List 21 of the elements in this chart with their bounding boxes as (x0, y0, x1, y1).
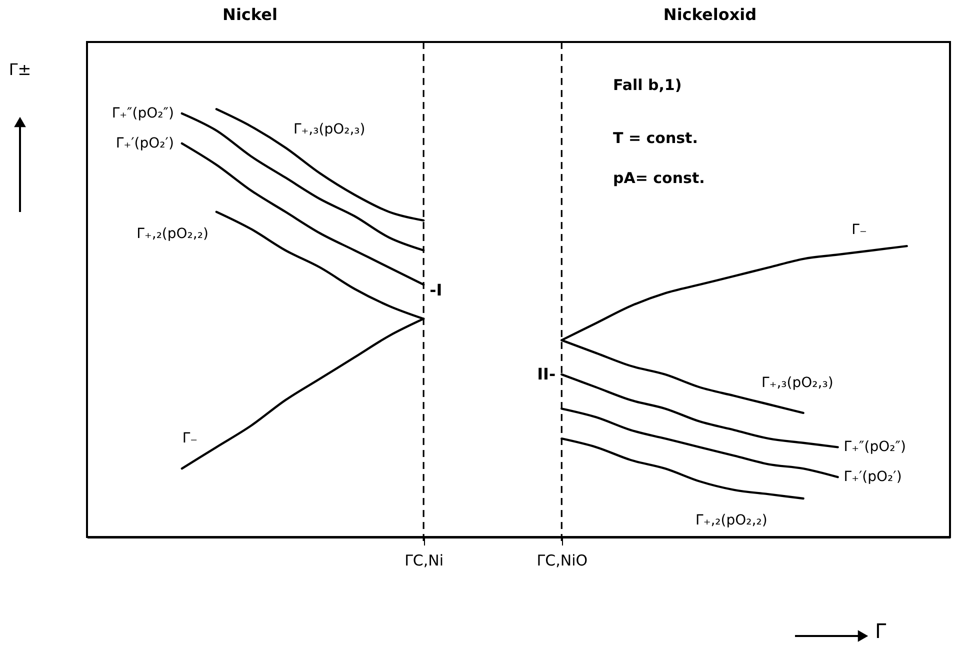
series-label: Γ₊,₃(pO₂,₃) (293, 122, 366, 138)
series-label: Γ₊,₂(pO₂,₂) (136, 226, 208, 242)
x-tick-label: ΓC,Ni (404, 552, 444, 570)
series-label: Γ₊′(pO₂′) (844, 469, 902, 486)
x-tick-label: ΓC,NiO (536, 552, 588, 570)
series-label: Γ₊″(pO₂″) (112, 105, 174, 122)
annotation: -I (430, 280, 442, 300)
series-label: Γ₊′(pO₂′) (116, 135, 174, 152)
annotation: pA= const. (613, 169, 705, 187)
text: Nickeloxid (663, 5, 757, 24)
y-axis-title: Γ± (8, 60, 32, 79)
annotation: II- (537, 364, 556, 384)
series-label: Γ₊″(pO₂″) (844, 439, 906, 456)
x-axis-title: Γ (875, 619, 887, 643)
annotation: T = const. (613, 129, 698, 147)
series-label: Γ₊,₂(pO₂,₂) (696, 512, 768, 528)
series-label: Γ₋ (852, 222, 867, 238)
text: Nickel (222, 5, 278, 24)
text: Fall b,1) (613, 76, 682, 94)
series-label: Γ₋ (182, 430, 198, 447)
series-label: Γ₊,₃(pO₂,₃) (762, 374, 834, 391)
